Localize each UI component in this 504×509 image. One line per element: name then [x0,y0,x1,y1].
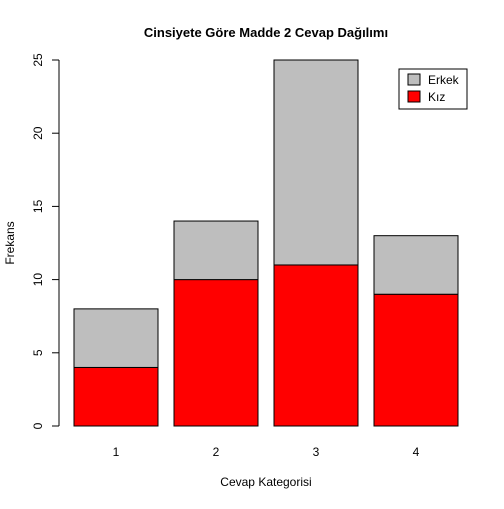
bar-kiz-4 [373,293,459,427]
y-tick-label: 10 [31,273,45,287]
legend-label-kiz: Kız [428,90,445,104]
legend-swatch-erkek [407,73,421,86]
y-axis: 0 5 10 15 20 25 [31,53,60,429]
chart-title: Cinsiyete Göre Madde 2 Cevap Dağılımı [144,25,388,40]
legend-label-erkek: Erkek [428,73,460,87]
y-tick-label: 15 [31,199,45,213]
bar-erkek-3 [273,59,359,266]
bar-kiz-1 [73,366,159,427]
y-tick-label: 20 [31,126,45,140]
bar-erkek-2 [173,220,259,281]
y-tick-label: 0 [31,422,45,429]
legend: Erkek Kız [398,68,468,110]
bar-erkek-1 [73,308,159,368]
y-tick-label: 5 [31,349,45,356]
x-axis-label: Cevap Kategorisi [220,475,311,489]
x-tick-label: 2 [213,445,220,459]
x-tick-label: 1 [113,445,120,459]
y-tick-label: 25 [31,53,45,67]
x-axis-ticks: 1 2 3 4 [113,445,420,459]
x-tick-label: 3 [313,445,320,459]
x-tick-label: 4 [413,445,420,459]
bar-kiz-3 [273,264,359,427]
bar-erkek-4 [373,235,459,295]
y-axis-label: Frekans [3,221,17,264]
bar-kiz-2 [173,279,259,427]
legend-swatch-kiz [407,90,421,103]
bars [73,59,459,427]
